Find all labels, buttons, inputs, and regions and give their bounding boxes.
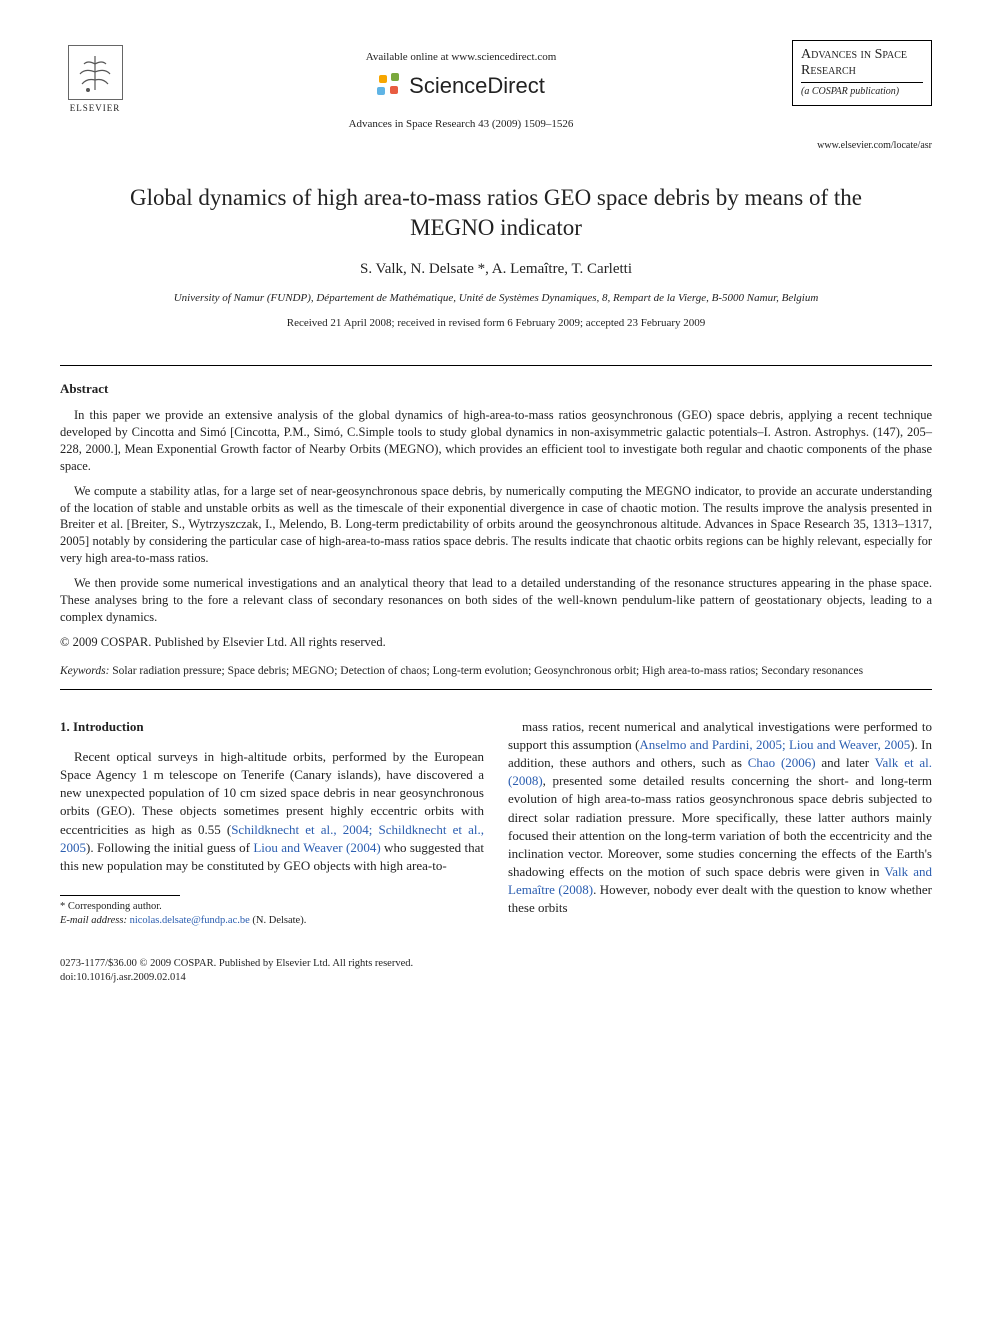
divider-bottom (60, 689, 932, 690)
intro-text-2d: , presented some detailed results concer… (508, 773, 932, 879)
abstract-copyright: © 2009 COSPAR. Published by Elsevier Ltd… (60, 634, 932, 651)
body-columns: 1. Introduction Recent optical surveys i… (60, 718, 932, 928)
email-line: E-mail address: nicolas.delsate@fundp.ac… (60, 914, 484, 928)
email-author-name: (N. Delsate). (252, 915, 306, 926)
citation-anselmo-liou[interactable]: Anselmo and Pardini, 2005; Liou and Weav… (639, 737, 910, 752)
divider-top (60, 365, 932, 366)
journal-box-subtitle: (a COSPAR publication) (801, 82, 923, 99)
center-header: Available online at www.sciencedirect.co… (130, 40, 792, 131)
corresponding-author: * Corresponding author. (60, 900, 484, 914)
journal-box-title: Advances in Space Research (801, 47, 923, 79)
column-right: mass ratios, recent numerical and analyt… (508, 718, 932, 928)
elsevier-logo: ELSEVIER (60, 40, 130, 120)
keywords-label: Keywords: (60, 665, 109, 677)
available-online-text: Available online at www.sciencedirect.co… (130, 50, 792, 65)
footer-copyright: 0273-1177/$36.00 © 2009 COSPAR. Publishe… (60, 957, 932, 971)
sciencedirect-logo: ScienceDirect (377, 71, 545, 101)
footnote-block: * Corresponding author. E-mail address: … (60, 900, 484, 927)
header-row: ELSEVIER Available online at www.science… (60, 40, 932, 131)
email-label: E-mail address: (60, 915, 127, 926)
intro-col1-para: Recent optical surveys in high-altitude … (60, 748, 484, 875)
article-title: Global dynamics of high area-to-mass rat… (100, 183, 892, 243)
footnote-separator (60, 895, 180, 896)
page-footer: 0273-1177/$36.00 © 2009 COSPAR. Publishe… (60, 957, 932, 984)
locate-url: www.elsevier.com/locate/asr (60, 139, 932, 153)
sciencedirect-text: ScienceDirect (409, 71, 545, 101)
intro-heading: 1. Introduction (60, 718, 484, 736)
email-address[interactable]: nicolas.delsate@fundp.ac.be (130, 915, 250, 926)
intro-text-2c: and later (816, 755, 875, 770)
journal-citation-line: Advances in Space Research 43 (2009) 150… (130, 117, 792, 132)
abstract-p2: We compute a stability atlas, for a larg… (60, 483, 932, 567)
abstract-section: Abstract In this paper we provide an ext… (60, 380, 932, 651)
received-dates: Received 21 April 2008; received in revi… (60, 316, 932, 331)
abstract-p1: In this paper we provide an extensive an… (60, 407, 932, 475)
sciencedirect-icon (377, 73, 403, 99)
abstract-heading: Abstract (60, 380, 932, 398)
intro-text-1b: ). Following the initial guess of (86, 840, 253, 855)
authors: S. Valk, N. Delsate *, A. Lemaître, T. C… (60, 259, 932, 279)
keywords-block: Keywords: Solar radiation pressure; Spac… (60, 663, 932, 679)
journal-box-wrapper: Advances in Space Research (a COSPAR pub… (792, 40, 932, 106)
abstract-p3: We then provide some numerical investiga… (60, 575, 932, 626)
column-left: 1. Introduction Recent optical surveys i… (60, 718, 484, 928)
affiliation: University of Namur (FUNDP), Département… (60, 291, 932, 306)
keywords-text: Solar radiation pressure; Space debris; … (112, 665, 863, 677)
footer-doi: doi:10.1016/j.asr.2009.02.014 (60, 971, 932, 985)
citation-liou-weaver-2004[interactable]: Liou and Weaver (2004) (253, 840, 380, 855)
journal-box: Advances in Space Research (a COSPAR pub… (792, 40, 932, 106)
intro-col2-para: mass ratios, recent numerical and analyt… (508, 718, 932, 918)
elsevier-name: ELSEVIER (70, 102, 121, 114)
citation-chao[interactable]: Chao (2006) (748, 755, 816, 770)
elsevier-tree-icon (68, 45, 123, 100)
abstract-p1-text: In this paper we provide an extensive an… (60, 408, 932, 473)
